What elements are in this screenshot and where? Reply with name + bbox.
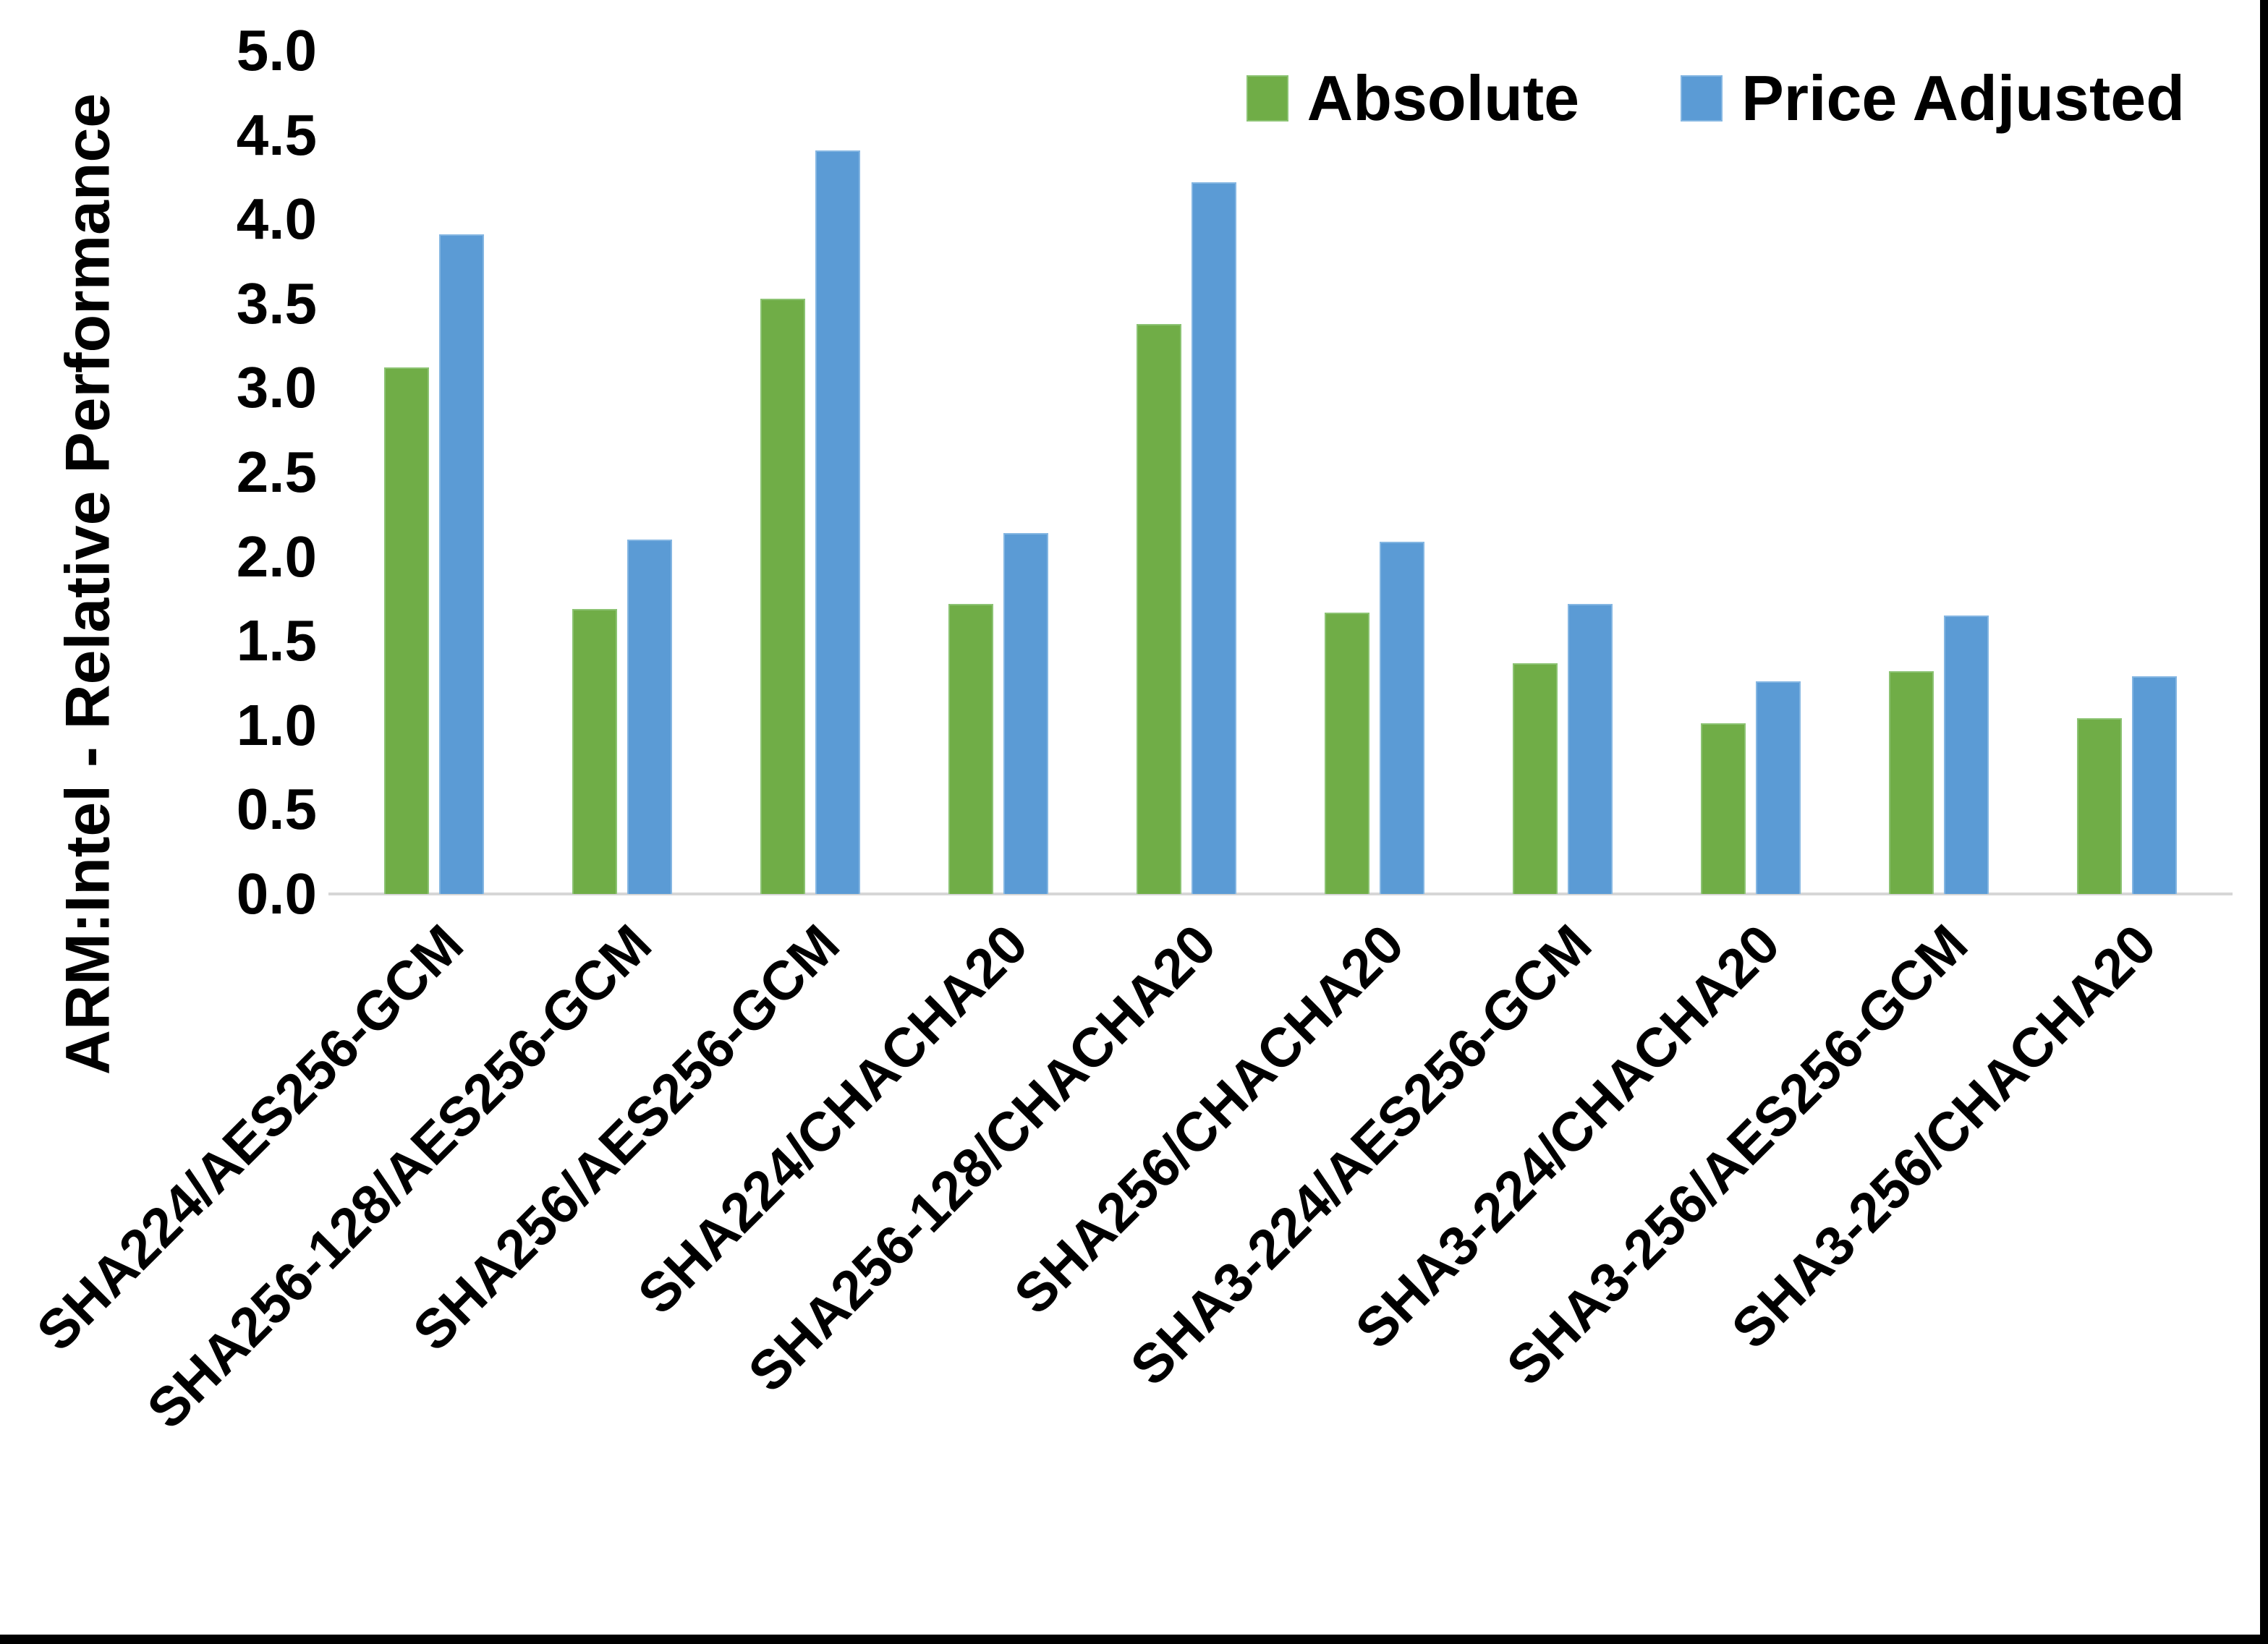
bar-price-adjusted — [1192, 182, 1236, 894]
y-tick-label: 4.5 — [236, 102, 317, 167]
y-tick-label: 2.5 — [236, 440, 317, 504]
y-tick-label: 1.5 — [236, 608, 317, 673]
legend-swatch-icon — [1246, 75, 1288, 122]
bar-price-adjusted — [627, 540, 672, 894]
bar-price-adjusted — [1380, 541, 1424, 894]
frame-border-bottom — [0, 1635, 2268, 1644]
bar-price-adjusted — [1003, 532, 1048, 894]
x-axis-line — [328, 893, 2233, 895]
y-tick-label: 2.0 — [236, 524, 317, 589]
bar-absolute — [1513, 663, 1558, 894]
y-tick-label: 5.0 — [236, 18, 317, 82]
y-tick-label: 3.5 — [236, 271, 317, 336]
bar-price-adjusted — [1944, 616, 1989, 894]
y-tick-label: 0.5 — [236, 777, 317, 842]
bar-price-adjusted — [1568, 603, 1613, 894]
legend: Absolute Price Adjusted — [1246, 67, 2185, 130]
y-axis-title: ARM:Intel - Relative Performance — [53, 93, 123, 1076]
y-tick-label: 4.0 — [236, 187, 317, 252]
bar-price-adjusted — [439, 234, 484, 894]
legend-label: Absolute — [1307, 62, 1580, 134]
frame-border-right — [2260, 0, 2268, 1644]
bar-absolute — [948, 603, 993, 894]
y-tick-label: 1.0 — [236, 692, 317, 757]
legend-label: Price Adjusted — [1741, 62, 2185, 134]
plot-area: 5.0 4.5 4.0 3.5 3.0 2.5 2.0 1.5 1.0 0.5 0.0 SHA224/… — [25, 22, 2233, 1441]
bar-absolute — [384, 367, 429, 894]
bar-absolute — [760, 298, 805, 894]
bar-absolute — [572, 608, 617, 894]
legend-swatch-icon — [1681, 75, 1723, 122]
bar-price-adjusted — [1756, 681, 1801, 894]
bar-absolute — [1889, 671, 1934, 894]
legend-item: Absolute — [1246, 67, 1579, 130]
bar-price-adjusted — [815, 150, 860, 894]
y-tick-label: 3.0 — [236, 355, 317, 420]
bar-absolute — [1701, 723, 1746, 894]
bar-absolute — [2077, 718, 2122, 894]
y-tick-label: 0.0 — [236, 861, 317, 926]
bar-absolute — [1137, 323, 1181, 894]
bar-price-adjusted — [2132, 676, 2177, 894]
legend-item: Price Adjusted — [1681, 67, 2185, 130]
bar-absolute — [1325, 612, 1369, 894]
